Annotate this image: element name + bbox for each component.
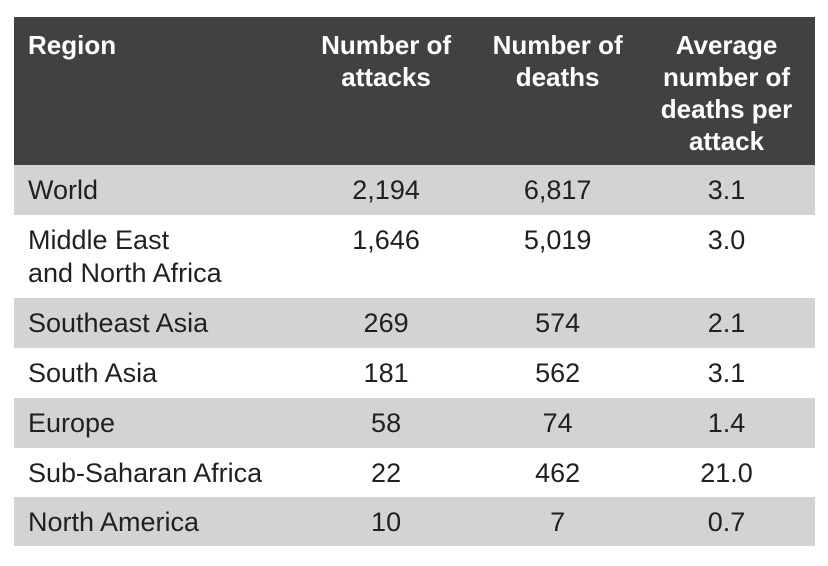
- header-average: Average number of deaths per attack: [638, 17, 815, 165]
- deaths-cell: 5,019: [477, 215, 639, 298]
- attacks-cell: 269: [294, 298, 478, 348]
- region-cell: World: [14, 165, 295, 215]
- attacks-cell: 1,646: [294, 215, 478, 298]
- average-cell: 2.1: [638, 298, 815, 348]
- average-cell: 3.0: [638, 215, 815, 298]
- deaths-cell: 574: [477, 298, 639, 348]
- region-cell: Sub-Saharan Africa: [14, 448, 295, 497]
- table-row: North America 10 7 0.7: [14, 497, 815, 546]
- attacks-cell: 181: [294, 348, 478, 398]
- table-row: Europe 58 74 1.4: [14, 398, 815, 448]
- deaths-cell: 562: [477, 348, 639, 398]
- deaths-cell: 462: [477, 448, 639, 497]
- region-cell: South Asia: [14, 348, 295, 398]
- average-cell: 0.7: [638, 497, 815, 546]
- header-region: Region: [14, 17, 295, 165]
- region-cell: North America: [14, 497, 295, 546]
- table-row: Sub-Saharan Africa 22 462 21.0: [14, 448, 815, 497]
- region-cell: Europe: [14, 398, 295, 448]
- attacks-cell: 10: [294, 497, 478, 546]
- data-table: Region Number of attacks Number of death…: [14, 17, 815, 546]
- deaths-cell: 6,817: [477, 165, 639, 215]
- header-deaths: Number of deaths: [477, 17, 639, 165]
- region-cell: Southeast Asia: [14, 298, 295, 348]
- attacks-cell: 2,194: [294, 165, 478, 215]
- header-row: Region Number of attacks Number of death…: [14, 17, 815, 165]
- table-row: World 2,194 6,817 3.1: [14, 165, 815, 215]
- attacks-cell: 22: [294, 448, 478, 497]
- average-cell: 3.1: [638, 165, 815, 215]
- deaths-cell: 74: [477, 398, 639, 448]
- table-row: Southeast Asia 269 574 2.1: [14, 298, 815, 348]
- header-attacks: Number of attacks: [294, 17, 478, 165]
- table-row: South Asia 181 562 3.1: [14, 348, 815, 398]
- average-cell: 1.4: [638, 398, 815, 448]
- attacks-cell: 58: [294, 398, 478, 448]
- table-row: Middle East and North Africa 1,646 5,019 3.0: [14, 215, 815, 298]
- region-cell: Middle East and North Africa: [14, 215, 295, 298]
- average-cell: 3.1: [638, 348, 815, 398]
- average-cell: 21.0: [638, 448, 815, 497]
- deaths-cell: 7: [477, 497, 639, 546]
